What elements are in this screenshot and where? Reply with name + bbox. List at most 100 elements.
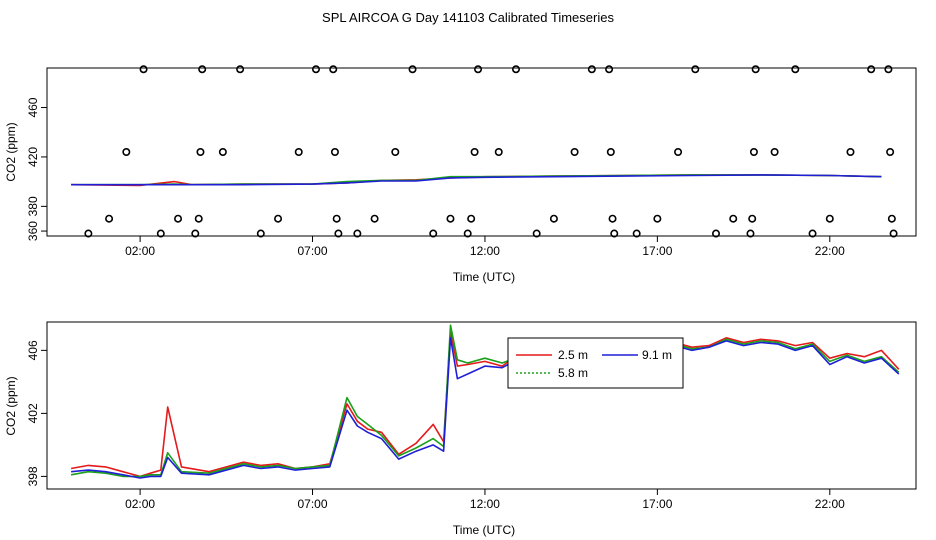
x-tick-label: 07:00 <box>298 244 328 258</box>
data-marker <box>236 65 245 74</box>
x-tick-label: 07:00 <box>298 497 328 511</box>
data-marker <box>751 65 760 74</box>
data-marker <box>353 229 362 238</box>
series-line-2-5-m <box>70 330 900 478</box>
data-marker <box>691 65 700 74</box>
data-marker <box>884 65 893 74</box>
data-marker <box>889 229 898 238</box>
data-marker <box>570 148 579 157</box>
data-marker <box>532 229 541 238</box>
bottom-panel: 02:00 07:00 12:00 17:00 22:00 398 402 406 Time… <box>4 321 917 537</box>
top-plot-frame <box>46 67 917 237</box>
data-marker <box>791 65 800 74</box>
data-marker <box>330 148 339 157</box>
data-marker <box>867 65 876 74</box>
data-marker <box>194 214 203 223</box>
data-marker <box>474 65 483 74</box>
top-panel: 02:00 07:00 12:00 17:00 22:00 360 380 420 460 T… <box>4 65 917 284</box>
x-tick-label: 02:00 <box>125 497 155 511</box>
data-marker <box>746 229 755 238</box>
data-marker <box>606 148 615 157</box>
data-marker <box>294 148 303 157</box>
data-marker <box>274 214 283 223</box>
data-marker <box>467 214 476 223</box>
top-x-axis: 02:00 07:00 12:00 17:00 22:00 <box>125 236 845 258</box>
legend-label-5-8m: 5.8 m <box>558 366 588 380</box>
series-line <box>71 174 882 186</box>
data-marker <box>846 148 855 157</box>
data-marker <box>256 229 265 238</box>
data-marker <box>749 148 758 157</box>
data-marker <box>587 65 596 74</box>
data-marker <box>887 214 896 223</box>
y-tick-label: 420 <box>26 147 40 167</box>
data-marker <box>808 229 817 238</box>
figure-title: SPL AIRCOA G Day 141103 Calibrated Times… <box>322 10 614 25</box>
series-line <box>71 174 882 186</box>
top-y-axis-label: CO2 (ppm) <box>4 122 18 181</box>
top-scatter-markers <box>84 65 898 238</box>
data-marker <box>653 214 662 223</box>
data-marker <box>711 229 720 238</box>
data-marker <box>674 148 683 157</box>
x-tick-label: 17:00 <box>642 244 672 258</box>
data-marker <box>825 214 834 223</box>
data-marker <box>610 229 619 238</box>
top-series-lines <box>71 174 882 187</box>
y-tick-label: 460 <box>26 97 40 117</box>
data-marker <box>511 65 520 74</box>
legend-label-9-1m: 9.1 m <box>642 348 672 362</box>
data-marker <box>332 214 341 223</box>
data-marker <box>174 214 183 223</box>
legend-box <box>507 337 684 389</box>
y-tick-label: 402 <box>26 403 40 423</box>
bottom-y-axis-label: CO2 (ppm) <box>4 376 18 435</box>
data-marker <box>748 214 757 223</box>
data-marker <box>334 229 343 238</box>
x-tick-label: 12:00 <box>470 497 500 511</box>
data-marker <box>191 229 200 238</box>
x-tick-label: 22:00 <box>815 244 845 258</box>
data-marker <box>608 214 617 223</box>
data-marker <box>370 214 379 223</box>
data-marker <box>494 148 503 157</box>
data-marker <box>105 214 114 223</box>
x-tick-label: 17:00 <box>642 497 672 511</box>
data-marker <box>770 148 779 157</box>
data-marker <box>729 214 738 223</box>
y-tick-label: 380 <box>26 196 40 216</box>
data-marker <box>429 229 438 238</box>
legend-label-2-5m: 2.5 m <box>558 348 588 362</box>
data-marker <box>156 229 165 238</box>
data-marker <box>391 148 400 157</box>
y-tick-label: 360 <box>26 221 40 241</box>
data-marker <box>549 214 558 223</box>
data-marker <box>218 148 227 157</box>
bottom-plot-frame <box>46 321 917 490</box>
data-marker <box>463 229 472 238</box>
series-line-5-8-m <box>70 324 900 478</box>
data-marker <box>139 65 148 74</box>
top-x-axis-label: Time (UTC) <box>453 270 515 284</box>
data-marker <box>196 148 205 157</box>
data-marker <box>470 148 479 157</box>
x-tick-label: 22:00 <box>815 497 845 511</box>
x-tick-label: 12:00 <box>470 244 500 258</box>
data-marker <box>84 229 93 238</box>
data-marker <box>122 148 131 157</box>
data-marker <box>605 65 614 74</box>
data-marker <box>198 65 207 74</box>
data-marker <box>311 65 320 74</box>
y-tick-label: 398 <box>26 466 40 486</box>
bottom-series-lines <box>70 324 900 479</box>
legend: 2.5 m 9.1 m 5.8 m <box>507 337 684 389</box>
x-tick-label: 02:00 <box>125 244 155 258</box>
bottom-x-axis-label: Time (UTC) <box>453 523 515 537</box>
data-marker <box>408 65 417 74</box>
y-tick-label: 406 <box>26 340 40 360</box>
top-y-axis: 360 380 420 460 <box>26 97 47 241</box>
bottom-x-axis: 02:00 07:00 12:00 17:00 22:00 <box>125 489 845 511</box>
data-marker <box>446 214 455 223</box>
data-marker <box>886 148 895 157</box>
